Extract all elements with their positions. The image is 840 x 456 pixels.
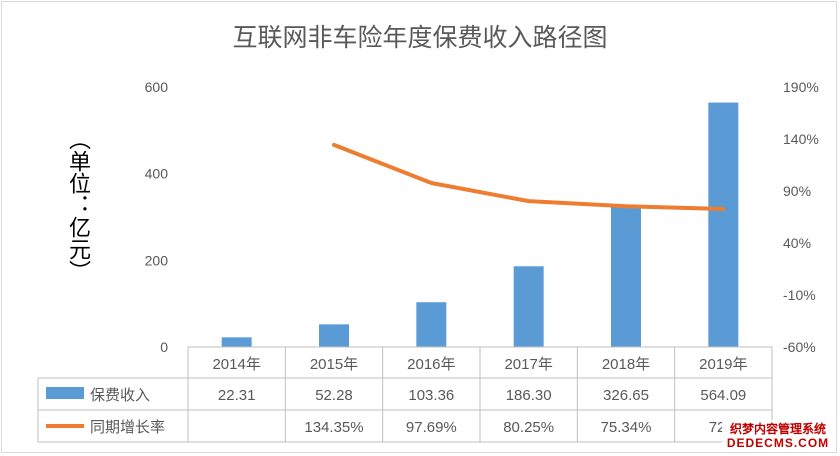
y-tick-label: 0 <box>160 339 168 355</box>
data-label: 103.36 <box>408 387 454 404</box>
data-label: 326.65 <box>603 387 649 404</box>
y-tick-label: 200 <box>145 252 169 268</box>
bar <box>416 302 447 347</box>
data-label: 134.35% <box>304 419 363 436</box>
bar <box>708 102 739 347</box>
y-tick-label: 600 <box>145 79 169 95</box>
legend-label: 保费收入 <box>90 387 150 404</box>
y2-tick-label: 90% <box>783 183 811 199</box>
y2-tick-label: 140% <box>783 131 819 147</box>
category-label: 2017年 <box>504 356 552 373</box>
bar <box>221 337 252 347</box>
category-label: 2015年 <box>310 356 358 373</box>
category-label: 2014年 <box>212 356 260 373</box>
category-label: 2019年 <box>699 356 747 373</box>
y2-tick-label: -60% <box>783 339 816 355</box>
data-label: 564.09 <box>700 387 746 404</box>
data-label: 97.69% <box>406 419 457 436</box>
data-label: 22.31 <box>218 387 256 404</box>
bar <box>319 324 349 347</box>
watermark-line2: DEDECMS.COM <box>726 436 830 450</box>
data-label: 52.28 <box>315 387 353 404</box>
y-axis-unit-label: （单位：亿元） <box>66 128 91 282</box>
legend-swatch-bar <box>46 387 84 399</box>
bar <box>611 205 641 347</box>
growth-rate-line <box>332 142 726 212</box>
y2-tick-label: -10% <box>783 287 816 303</box>
legend-label: 同期增长率 <box>90 419 165 436</box>
watermark: 织梦内容管理系统 DEDECMS.COM <box>722 420 834 452</box>
data-label: 75.34% <box>601 419 652 436</box>
chart-title: 互联网非车险年度保费收入路径图 <box>232 24 608 52</box>
category-label: 2018年 <box>602 356 650 373</box>
bar <box>513 266 544 347</box>
data-label: 186.30 <box>506 387 552 404</box>
data-label: 80.25% <box>503 419 554 436</box>
y2-tick-label: 40% <box>783 235 811 251</box>
y-tick-label: 400 <box>145 166 169 182</box>
watermark-line1: 织梦内容管理系统 <box>729 422 826 436</box>
category-label: 2016年 <box>407 356 455 373</box>
y2-tick-label: 190% <box>783 79 819 95</box>
